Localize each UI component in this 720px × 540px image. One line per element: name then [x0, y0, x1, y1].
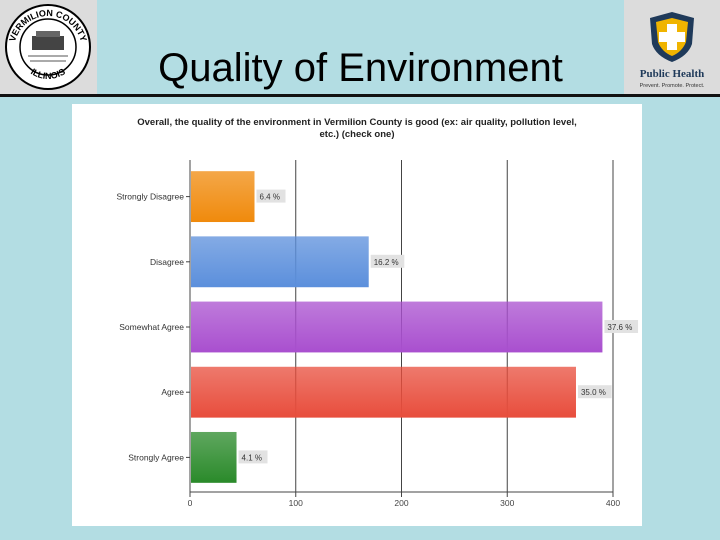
- slide-header: VERMILION COUNTY ILLINOIS Quality of Env…: [0, 0, 720, 97]
- data-label: 37.6 %: [607, 323, 632, 332]
- public-health-name: Public Health: [640, 68, 704, 80]
- x-tick-label: 200: [394, 498, 408, 508]
- title-divider: [0, 94, 720, 97]
- page-title: Quality of Environment: [158, 46, 563, 90]
- bar: [191, 236, 369, 288]
- data-label: 35.0 %: [581, 388, 606, 397]
- public-health-logo-icon: Public Health Prevent. Promote. Protect.: [640, 12, 705, 89]
- bar-layer: 6.4 % 16.2 % 37.6 % 35.0 % 4.1 %: [191, 171, 639, 483]
- x-tick-label: 400: [606, 498, 620, 508]
- data-label: 4.1 %: [242, 453, 262, 462]
- data-label-box: [370, 254, 405, 268]
- chart-panel: Overall, the quality of the environment …: [72, 104, 642, 526]
- bar-chart: Overall, the quality of the environment …: [116, 117, 639, 508]
- x-tick-label: 100: [289, 498, 303, 508]
- bar: [191, 171, 255, 223]
- bar: [191, 431, 237, 483]
- data-label-box: [256, 189, 286, 203]
- category-label: Strongly Disagree: [116, 192, 184, 202]
- category-label: Disagree: [150, 257, 184, 267]
- x-tick-label: 0: [188, 498, 193, 508]
- data-label: 16.2 %: [374, 258, 399, 267]
- county-seal-icon: VERMILION COUNTY ILLINOIS: [5, 4, 91, 90]
- data-label: 6.4 %: [260, 193, 280, 202]
- category-label: Somewhat Agree: [119, 322, 184, 332]
- public-health-logo: Public Health Prevent. Promote. Protect.: [624, 0, 720, 95]
- public-health-tagline: Prevent. Promote. Protect.: [640, 83, 705, 89]
- bar: [191, 366, 576, 418]
- axis-layer: 0 100 200 300 400 Strongly Disagree Disagree So…: [116, 160, 620, 508]
- county-seal-logo: VERMILION COUNTY ILLINOIS: [0, 0, 97, 95]
- data-label-box: [238, 450, 268, 464]
- x-tick-label: 300: [500, 498, 514, 508]
- category-label: Agree: [161, 387, 184, 397]
- chart-title-line-1: Overall, the quality of the environment …: [137, 117, 577, 128]
- category-label: Strongly Agree: [128, 452, 184, 462]
- data-label-box: [577, 385, 612, 399]
- chart-title-line-2: etc.) (check one): [320, 129, 395, 140]
- bar: [191, 301, 603, 353]
- seal-bottom-text: ILLINOIS: [29, 66, 67, 81]
- data-label-box: [604, 320, 639, 333]
